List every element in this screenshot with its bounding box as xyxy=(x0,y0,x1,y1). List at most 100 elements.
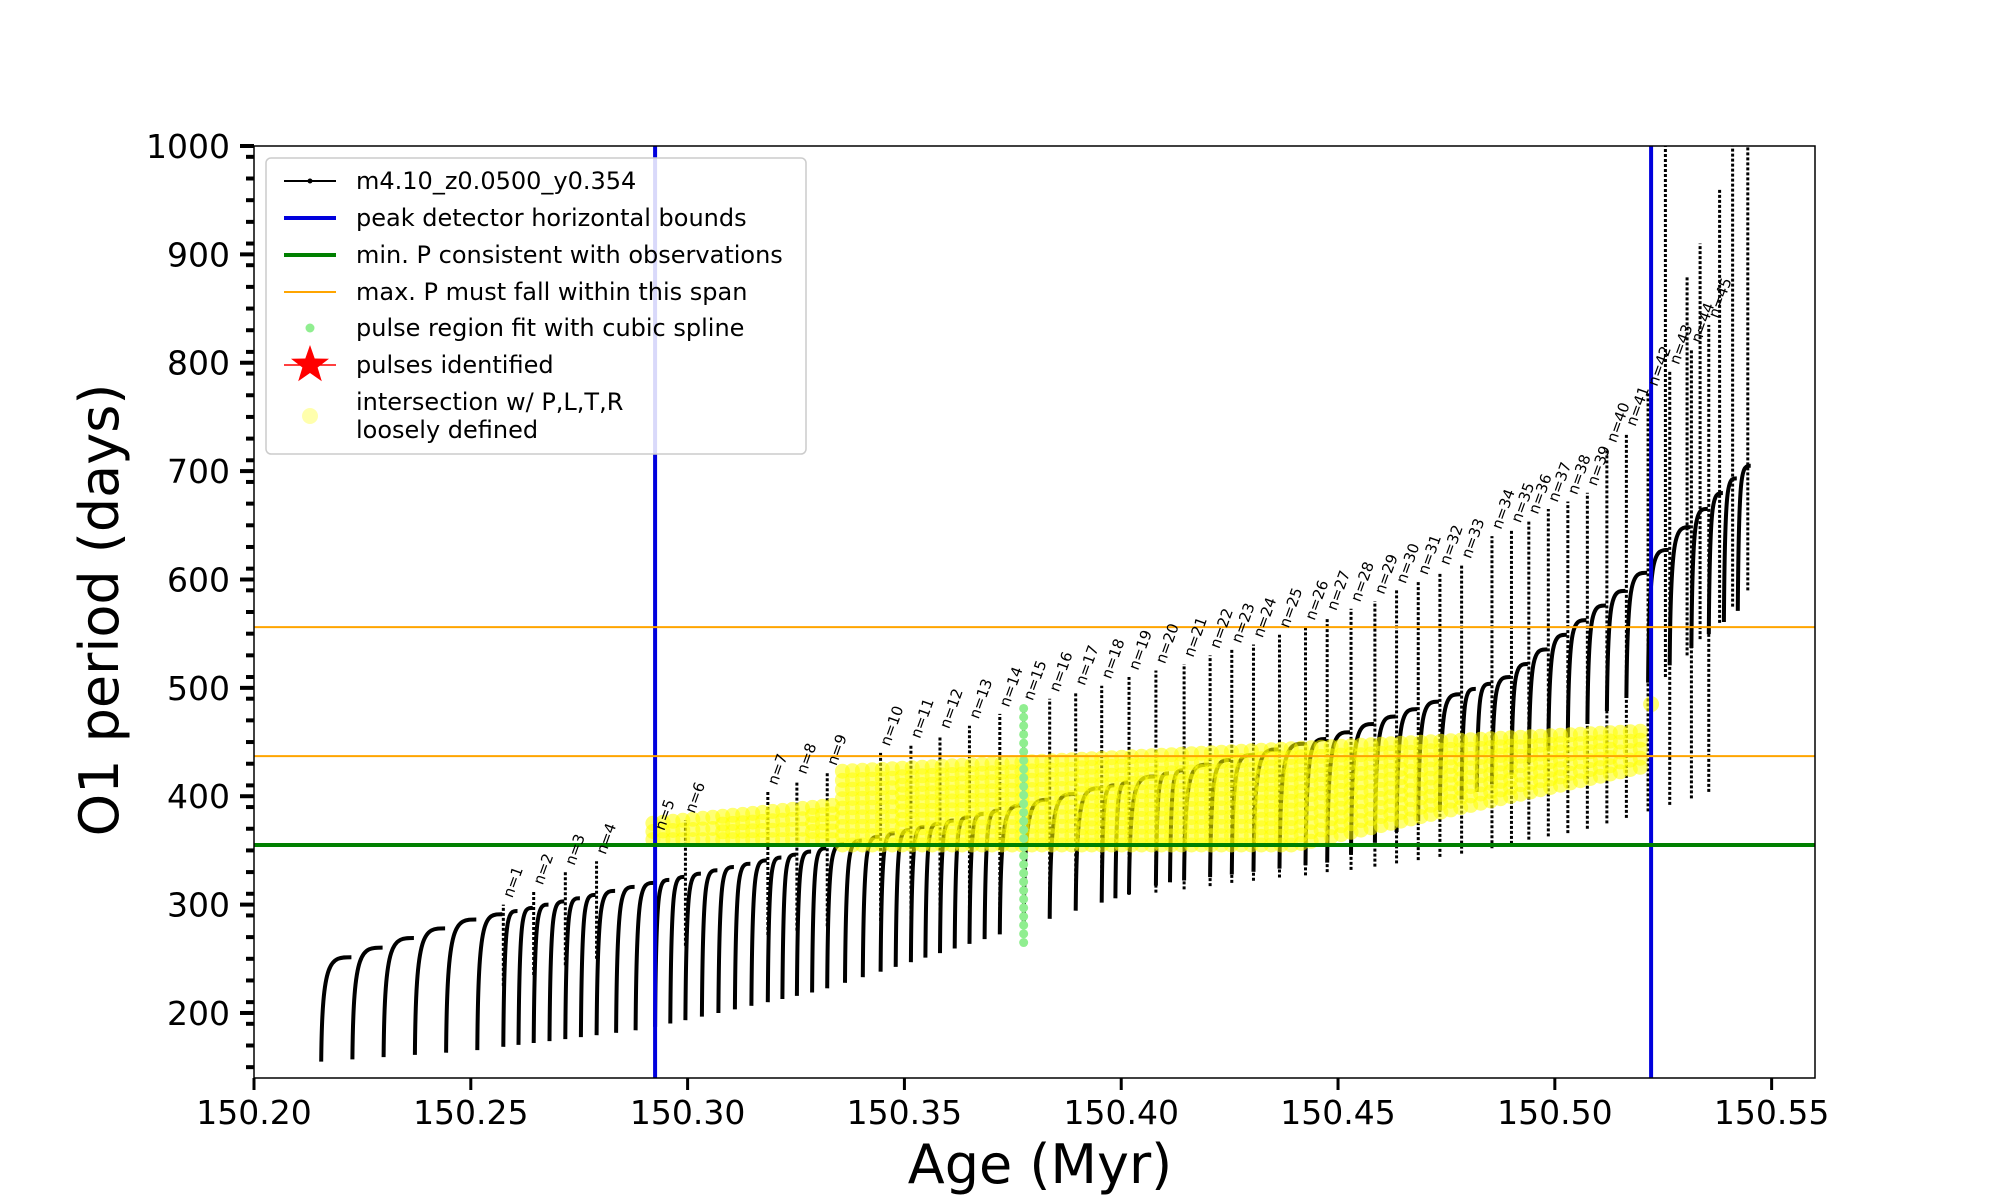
pulse-label: n=21 xyxy=(1180,615,1211,660)
y-axis-title: O1 period (days) xyxy=(68,384,131,837)
pulse-label: n=19 xyxy=(1125,628,1156,673)
legend-marker xyxy=(305,323,315,333)
legend-label: m4.10_z0.0500_y0.354 xyxy=(356,167,636,195)
cycle-curve xyxy=(516,905,533,1045)
cycle-curve xyxy=(699,868,718,1017)
cycle-curve xyxy=(794,849,812,996)
cycle-curve xyxy=(319,955,352,1062)
spline-point xyxy=(1019,920,1029,930)
pulse-label: n=16 xyxy=(1046,649,1077,694)
spline-point xyxy=(1019,877,1029,887)
data-layer xyxy=(319,146,1751,1062)
spline-point xyxy=(1019,860,1029,870)
cycle-curve xyxy=(614,884,635,1033)
spline-point xyxy=(1019,764,1029,774)
legend-label: pulses identified xyxy=(356,351,554,379)
pulse-label: n=15 xyxy=(1020,658,1051,703)
y-tick-label: 200 xyxy=(167,994,230,1033)
y-tick-label: 1000 xyxy=(146,127,230,166)
cycle-curve xyxy=(501,909,518,1047)
spline-point xyxy=(1019,773,1029,783)
x-tick-label: 150.30 xyxy=(630,1093,745,1132)
cycle-curve xyxy=(1624,570,1648,699)
cycle-curve xyxy=(547,899,565,1042)
cycle-curve xyxy=(732,861,751,1010)
x-tick-label: 150.20 xyxy=(196,1093,311,1132)
cycle-curve xyxy=(653,877,670,1027)
spline-point xyxy=(1019,903,1029,913)
cycle-curve xyxy=(780,852,796,1000)
y-tick-label: 600 xyxy=(167,560,230,599)
pulse-label: n=9 xyxy=(823,732,851,768)
cycle-curve xyxy=(594,888,616,1036)
spline-point xyxy=(1019,868,1029,878)
legend-label: max. P must fall within this span xyxy=(356,278,747,306)
cycle-curve xyxy=(1585,603,1606,725)
cycle-curve xyxy=(749,858,767,1006)
spline-point xyxy=(1019,721,1029,731)
cycle-curve xyxy=(1706,491,1723,635)
legend-label: intersection w/ P,L,T,R xyxy=(356,388,623,416)
x-axis-title: Age (Myr) xyxy=(908,1133,1173,1196)
cycle-curve xyxy=(563,896,580,1040)
cycle-curve xyxy=(843,838,862,983)
spline-point xyxy=(1019,729,1029,739)
pulse-label: n=13 xyxy=(965,676,996,721)
spline-point xyxy=(1019,755,1029,765)
cycle-curve xyxy=(633,880,655,1031)
spline-point xyxy=(1019,790,1029,800)
pulse-label: n=17 xyxy=(1072,643,1103,688)
pulse-label: n=25 xyxy=(1275,585,1306,630)
spline-point xyxy=(1019,747,1029,757)
axes: 200 300 400 500 600 700 800 900 1000 150.20 150.25… xyxy=(146,127,1829,1132)
cycle-curve xyxy=(1565,618,1587,738)
legend-marker xyxy=(307,178,313,184)
spline-point xyxy=(1019,816,1029,826)
spline-point xyxy=(1019,703,1029,713)
x-tick-label: 150.55 xyxy=(1714,1093,1829,1132)
legend-label: peak detector horizontal bounds xyxy=(356,204,747,232)
spline-point xyxy=(1019,929,1029,939)
pulse-label: n=8 xyxy=(793,741,821,777)
pulse-label: n=18 xyxy=(1098,636,1129,681)
pulse-label: n=3 xyxy=(561,832,589,868)
cycle-curve xyxy=(668,874,685,1024)
cycle-curve xyxy=(1604,588,1626,712)
spline-point xyxy=(1019,938,1029,948)
x-tick-label: 150.25 xyxy=(413,1093,528,1132)
spline-point xyxy=(1019,807,1029,817)
y-tick-label: 800 xyxy=(167,344,230,383)
pulse-label: n=12 xyxy=(936,686,967,731)
legend-label: min. P consistent with observations xyxy=(356,241,783,269)
cycle-curve xyxy=(765,855,782,1003)
cycle-curve xyxy=(381,936,414,1058)
y-tick-label: 400 xyxy=(167,777,230,816)
cycle-curve xyxy=(878,831,895,972)
cycle-curve xyxy=(683,871,701,1021)
cycle-curve xyxy=(350,945,383,1060)
pulse-label: n=10 xyxy=(876,703,907,748)
legend-marker xyxy=(302,408,318,424)
spline-point xyxy=(1019,825,1029,835)
cycle-curve xyxy=(860,834,880,978)
cycle-curve xyxy=(810,846,827,993)
spline-point xyxy=(1019,912,1029,922)
y-tick-label: 500 xyxy=(167,669,230,708)
cycle-curve xyxy=(716,865,734,1014)
legend-label-line2: loosely defined xyxy=(356,416,538,444)
legend-label: pulse region fit with cubic spline xyxy=(356,314,744,342)
spline-point xyxy=(1019,738,1029,748)
legend-box xyxy=(265,157,807,455)
y-tick-label: 900 xyxy=(167,235,230,274)
cycle-curve xyxy=(825,842,845,989)
intersection-point xyxy=(1632,759,1648,775)
reference-lines xyxy=(254,146,1815,1078)
pulse-label: n=4 xyxy=(592,821,620,857)
spline-point xyxy=(1019,851,1029,861)
spline-point xyxy=(1019,799,1029,809)
pulse-label: n=2 xyxy=(530,851,558,887)
spline-point xyxy=(1019,833,1029,843)
cycle-curve xyxy=(475,912,503,1051)
